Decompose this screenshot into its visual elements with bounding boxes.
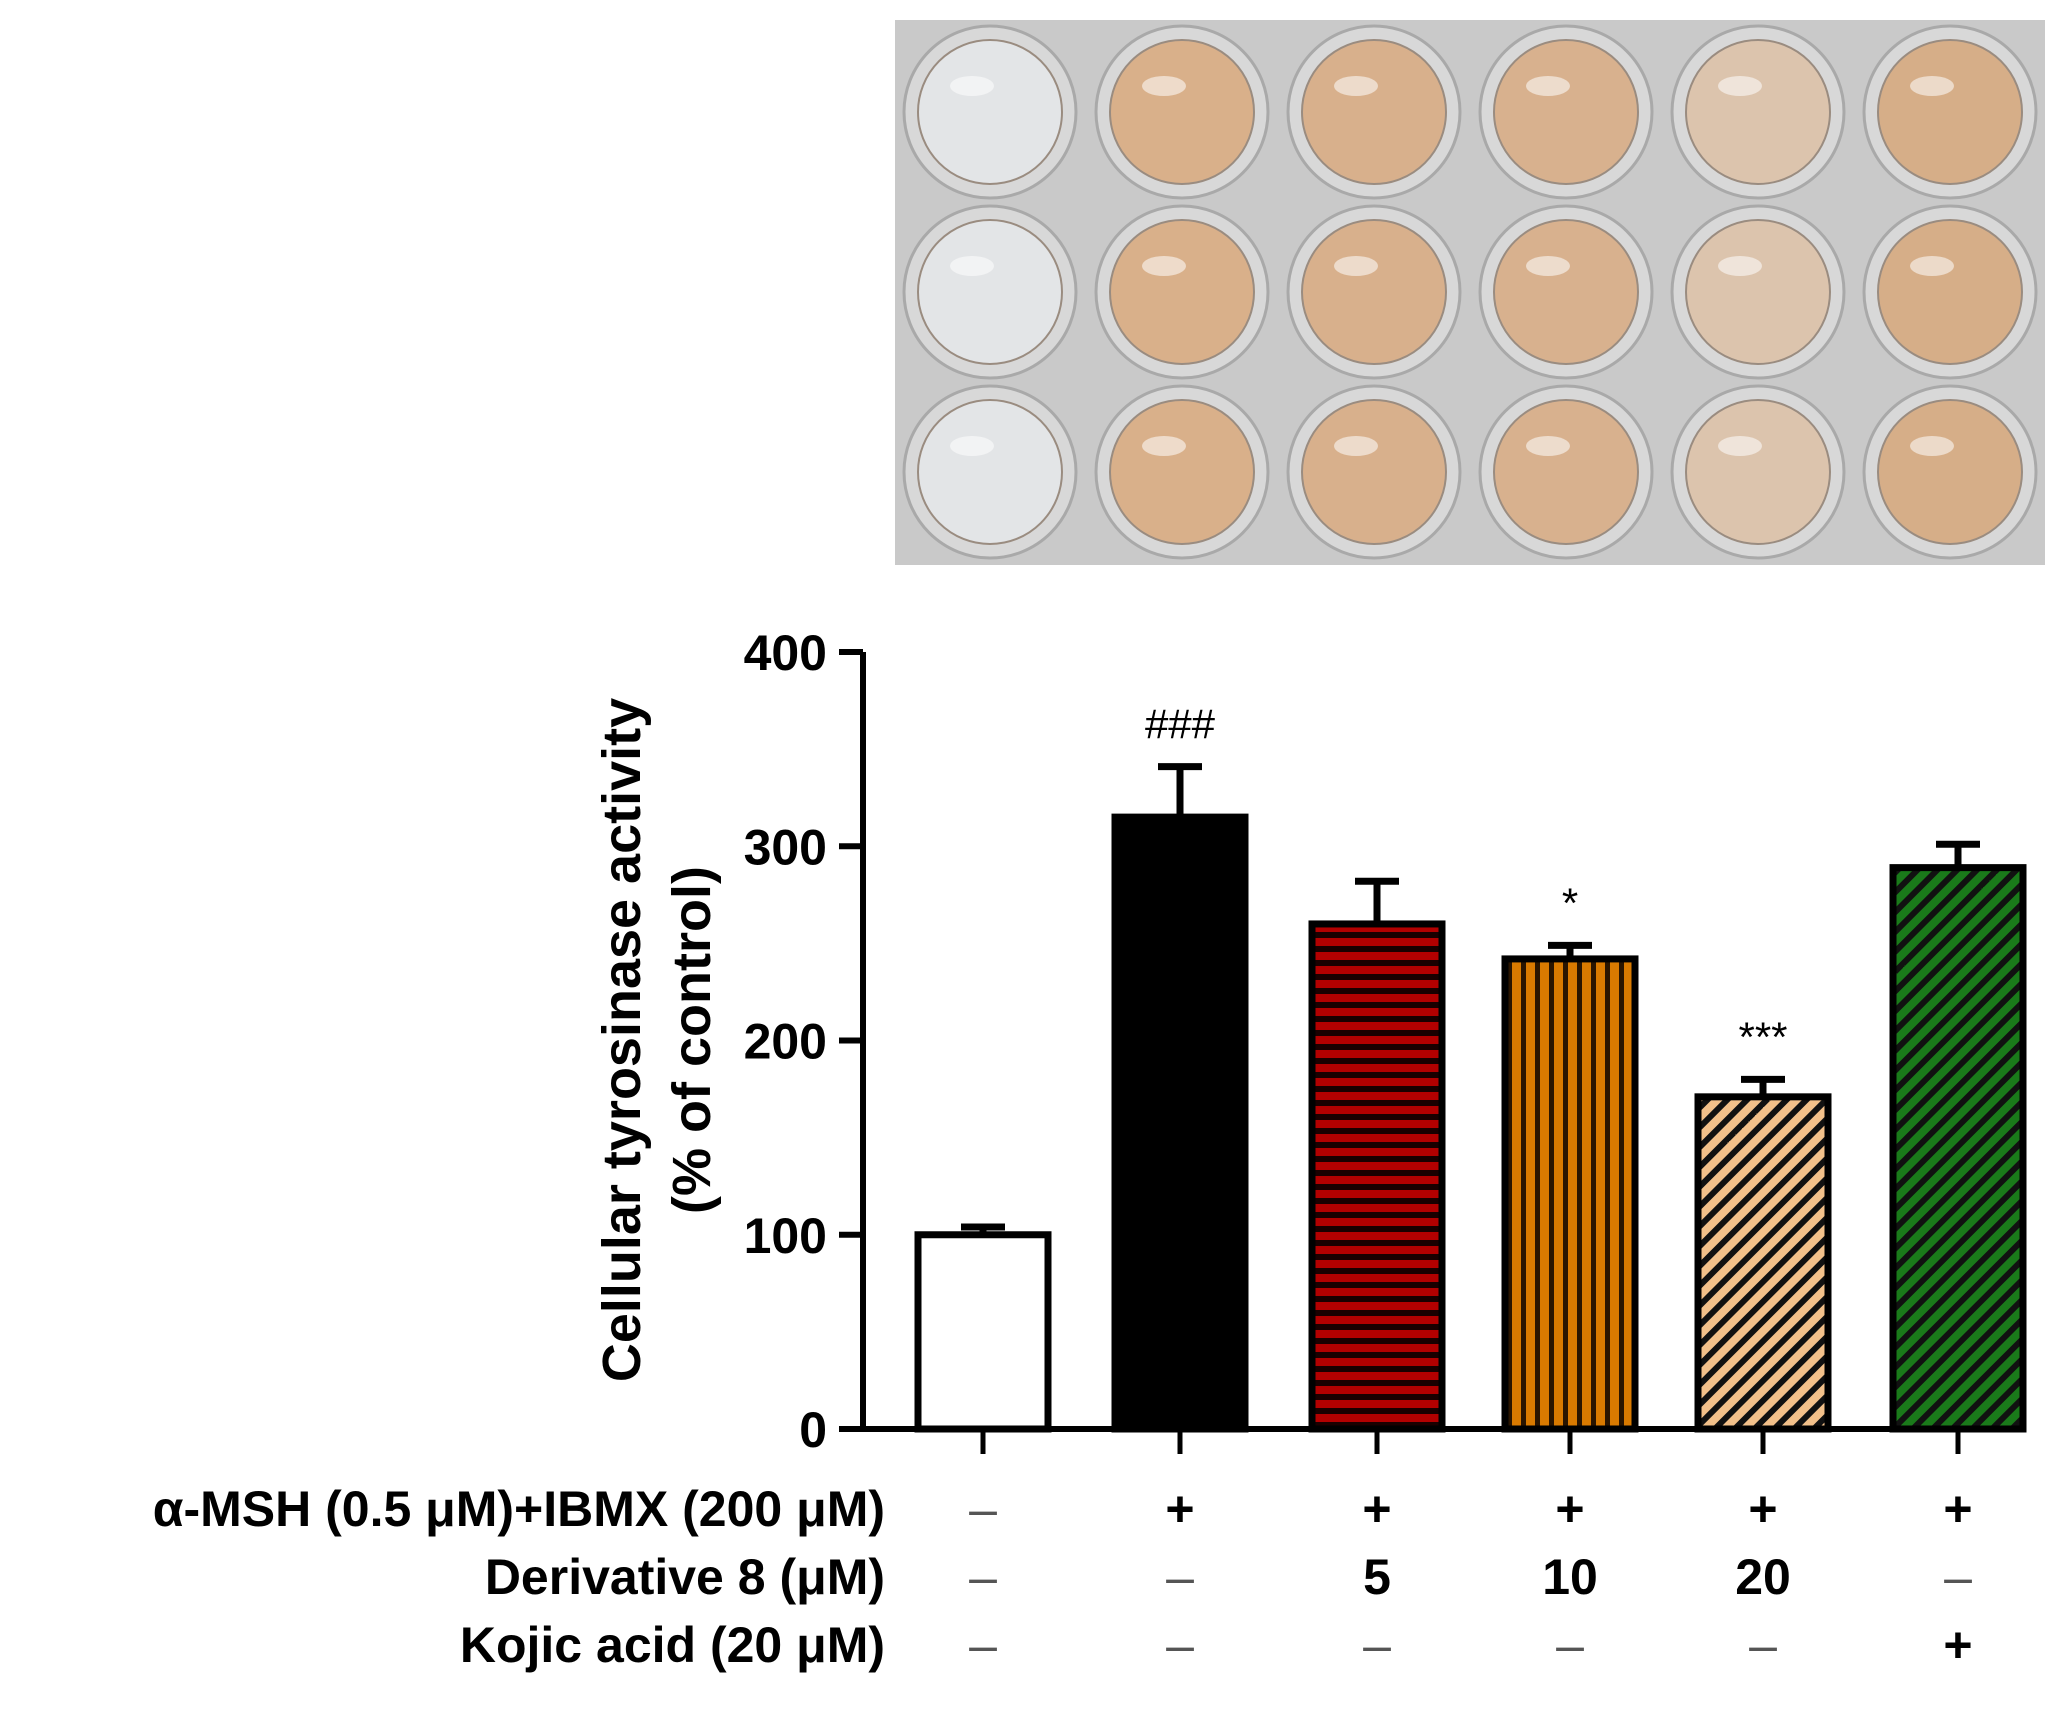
- y-tick-label: 0: [799, 1402, 827, 1458]
- well-3-3: [1301, 399, 1447, 545]
- well-2-4: [1493, 219, 1639, 365]
- plate-background: [895, 20, 2045, 565]
- well-1-2: [1109, 39, 1255, 185]
- well-1-6: [1877, 39, 2023, 185]
- well-highlight: [1526, 256, 1570, 276]
- bar-5: [1694, 1093, 1832, 1433]
- bar-6: [1889, 864, 2027, 1433]
- well-3-1: [917, 399, 1063, 545]
- y-tick-label: 300: [744, 819, 827, 875]
- significance-label-4: *: [1562, 879, 1578, 926]
- well-2-5: [1685, 219, 1831, 365]
- well-highlight: [1718, 256, 1762, 276]
- well-1-1: [917, 39, 1063, 185]
- well-highlight: [950, 256, 994, 276]
- well-highlight: [1910, 256, 1954, 276]
- well-2-6: [1877, 219, 2023, 365]
- well-1-4: [1493, 39, 1639, 185]
- well-3-2: [1109, 399, 1255, 545]
- well-highlight: [1526, 76, 1570, 96]
- bar-4: [1501, 955, 1639, 1433]
- well-2-1: [917, 219, 1063, 365]
- y-tick-label: 400: [744, 625, 827, 681]
- well-highlight: [1334, 436, 1378, 456]
- well-1-3: [1301, 39, 1447, 185]
- well-highlight: [950, 76, 994, 96]
- well-highlight: [1142, 256, 1186, 276]
- well-3-6: [1877, 399, 2023, 545]
- y-axis-label: Cellular tyrosinase activity (% of contro…: [592, 698, 722, 1382]
- well-highlight: [1718, 436, 1762, 456]
- bar-1: [914, 1231, 1052, 1433]
- well-highlight: [1142, 436, 1186, 456]
- significance-label-5: ***: [1738, 1013, 1787, 1060]
- well-highlight: [950, 436, 994, 456]
- well-highlight: [1910, 436, 1954, 456]
- y-tick-label: 200: [744, 1014, 827, 1070]
- well-1-5: [1685, 39, 1831, 185]
- well-3-4: [1493, 399, 1639, 545]
- significance-label-2: ###: [1145, 701, 1216, 748]
- well-2-2: [1109, 219, 1255, 365]
- well-highlight: [1142, 76, 1186, 96]
- bar-2: [1111, 813, 1249, 1433]
- well-highlight: [1334, 76, 1378, 96]
- well-2-3: [1301, 219, 1447, 365]
- well-3-5: [1685, 399, 1831, 545]
- well-highlight: [1910, 76, 1954, 96]
- y-tick-label: 100: [744, 1208, 827, 1264]
- well-highlight: [1526, 436, 1570, 456]
- well-plate-photo: [895, 20, 2045, 565]
- bar-3: [1308, 920, 1446, 1433]
- well-highlight: [1718, 76, 1762, 96]
- well-highlight: [1334, 256, 1378, 276]
